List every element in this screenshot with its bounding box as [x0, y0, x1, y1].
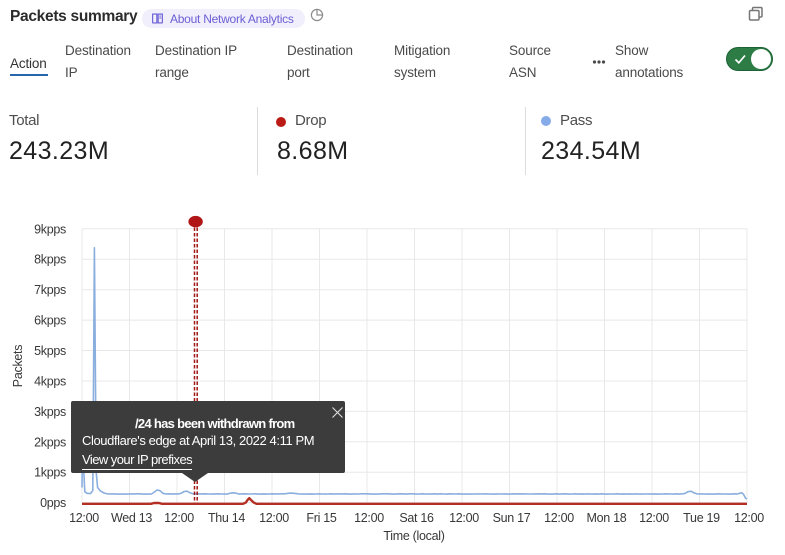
svg-text:12:00: 12:00 — [164, 511, 194, 525]
svg-text:Wed 13: Wed 13 — [111, 511, 152, 525]
svg-text:2kpps: 2kpps — [34, 435, 66, 449]
svg-text:Sun 17: Sun 17 — [493, 511, 531, 525]
svg-text:12:00: 12:00 — [69, 511, 99, 525]
svg-text:12:00: 12:00 — [259, 511, 289, 525]
svg-text:12:00: 12:00 — [734, 511, 764, 525]
svg-text:12:00: 12:00 — [544, 511, 574, 525]
svg-text:Tue 19: Tue 19 — [683, 511, 720, 525]
svg-text:6kpps: 6kpps — [34, 314, 66, 328]
svg-text:7kpps: 7kpps — [34, 283, 66, 297]
svg-text:Mon 18: Mon 18 — [587, 511, 627, 525]
svg-text:5kpps: 5kpps — [34, 344, 66, 358]
svg-text:Time (local): Time (local) — [383, 529, 444, 543]
svg-text:3kpps: 3kpps — [34, 405, 66, 419]
svg-text:Thu 14: Thu 14 — [208, 511, 245, 525]
svg-text:Fri 15: Fri 15 — [306, 511, 337, 525]
svg-text:8kpps: 8kpps — [34, 253, 66, 267]
svg-text:Packets: Packets — [11, 345, 25, 387]
svg-text:0pps: 0pps — [40, 496, 66, 510]
svg-text:Sat 16: Sat 16 — [399, 511, 434, 525]
svg-text:1kpps: 1kpps — [34, 466, 66, 480]
svg-text:12:00: 12:00 — [639, 511, 669, 525]
svg-text:4kpps: 4kpps — [34, 375, 66, 389]
svg-text:12:00: 12:00 — [449, 511, 479, 525]
svg-text:12:00: 12:00 — [354, 511, 384, 525]
svg-text:9kpps: 9kpps — [34, 222, 66, 236]
